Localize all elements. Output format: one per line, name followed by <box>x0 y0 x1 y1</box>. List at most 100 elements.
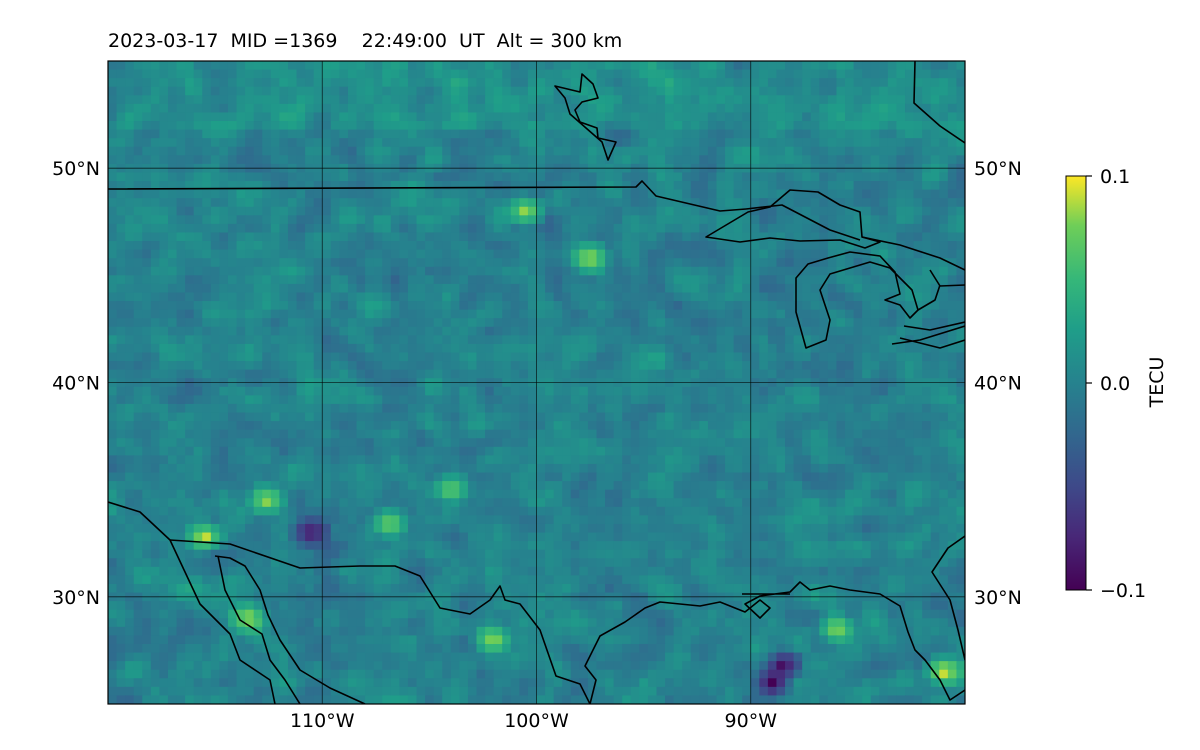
heatmap-cell <box>733 189 743 199</box>
heatmap-cell <box>382 86 392 96</box>
heatmap-cell <box>305 249 315 259</box>
heatmap-cell <box>176 258 186 268</box>
heatmap-cell <box>125 138 135 148</box>
heatmap-cell <box>545 395 555 405</box>
heatmap-cell <box>810 395 820 405</box>
heatmap-cell <box>776 86 786 96</box>
heatmap-cell <box>133 121 143 131</box>
heatmap-cell <box>527 206 538 216</box>
heatmap-cell <box>956 86 965 96</box>
heatmap-cell <box>707 412 718 422</box>
heatmap-cell <box>939 121 949 131</box>
heatmap-cell <box>939 421 949 431</box>
heatmap-cell <box>793 283 803 294</box>
heatmap-cell <box>939 386 949 396</box>
heatmap-cell <box>416 172 426 182</box>
heatmap-cell <box>579 249 589 259</box>
heatmap-cell <box>682 103 692 114</box>
heatmap-cell <box>579 232 589 242</box>
heatmap-cell <box>236 292 246 302</box>
heatmap-cell <box>373 249 383 259</box>
heatmap-cell <box>793 301 803 311</box>
heatmap-cell <box>785 223 795 234</box>
heatmap-cell <box>253 301 263 311</box>
heatmap-cell <box>356 455 366 465</box>
heatmap-cell <box>305 61 315 71</box>
heatmap-cell <box>262 78 272 88</box>
heatmap-cell <box>253 86 263 96</box>
heatmap-cell <box>459 369 469 379</box>
heatmap-cell <box>150 301 161 311</box>
heatmap-cell <box>853 266 863 276</box>
heatmap-cell <box>262 421 272 431</box>
heatmap-cell <box>639 155 649 165</box>
heatmap-cell <box>853 198 863 208</box>
heatmap-cell <box>742 403 752 414</box>
heatmap-cell <box>536 421 546 431</box>
heatmap-cell <box>853 386 863 396</box>
heatmap-cell <box>296 283 306 294</box>
heatmap-cell <box>193 386 203 396</box>
heatmap-cell <box>793 172 803 182</box>
heatmap-cell <box>425 429 435 439</box>
heatmap-cell <box>716 326 726 336</box>
heatmap-cell <box>725 283 735 294</box>
heatmap-cell <box>793 266 803 276</box>
heatmap-cell <box>707 352 718 362</box>
heatmap-cell <box>322 266 332 276</box>
heatmap-cell <box>802 223 812 234</box>
heatmap-cell <box>819 266 829 276</box>
heatmap-cell <box>313 309 323 319</box>
heatmap-cell <box>365 223 375 234</box>
heatmap-cell <box>596 138 606 148</box>
heatmap-cell <box>682 309 692 319</box>
heatmap-cell <box>330 301 340 311</box>
heatmap-cell <box>819 206 829 216</box>
heatmap-cell <box>699 155 709 165</box>
heatmap-cell <box>219 206 229 216</box>
heatmap-cell <box>862 172 872 182</box>
heatmap-cell <box>527 223 538 234</box>
heatmap-cell <box>150 481 161 491</box>
heatmap-cell <box>622 309 632 319</box>
heatmap-cell <box>553 455 563 465</box>
heatmap-cell <box>279 103 289 114</box>
heatmap-cell <box>887 146 898 156</box>
heatmap-cell <box>425 146 435 156</box>
heatmap-cell <box>759 283 769 294</box>
heatmap-cell <box>827 403 838 414</box>
heatmap-cell <box>116 129 126 139</box>
heatmap-cell <box>845 301 855 311</box>
heatmap-cell <box>673 429 683 439</box>
heatmap-cell <box>913 318 923 328</box>
heatmap-cell <box>167 146 178 156</box>
heatmap-cell <box>150 455 161 465</box>
heatmap-cell <box>879 215 889 225</box>
heatmap-cell <box>939 335 949 345</box>
heatmap-cell <box>450 266 460 276</box>
heatmap-cell <box>887 343 898 354</box>
heatmap-cell <box>767 421 778 431</box>
heatmap-cell <box>639 61 649 71</box>
heatmap-cell <box>125 172 135 182</box>
heatmap-cell <box>510 386 520 396</box>
heatmap-cell <box>647 352 658 362</box>
heatmap-cell <box>596 455 606 465</box>
heatmap-cell <box>485 361 495 371</box>
heatmap-cell <box>827 198 838 208</box>
heatmap-cell <box>562 172 572 182</box>
heatmap-cell <box>467 258 478 268</box>
heatmap-cell <box>553 463 563 474</box>
heatmap-cell <box>433 61 443 71</box>
heatmap-cell <box>322 446 332 456</box>
heatmap-cell <box>305 69 315 79</box>
heatmap-cell <box>373 421 383 431</box>
heatmap-cell <box>108 172 118 182</box>
heatmap-cell <box>159 335 169 345</box>
heatmap-cell <box>476 481 486 491</box>
heatmap-cell <box>467 249 478 259</box>
heatmap-cell <box>913 241 923 251</box>
heatmap-cell <box>236 266 246 276</box>
heatmap-cell <box>176 69 186 79</box>
heatmap-cell <box>202 112 212 122</box>
